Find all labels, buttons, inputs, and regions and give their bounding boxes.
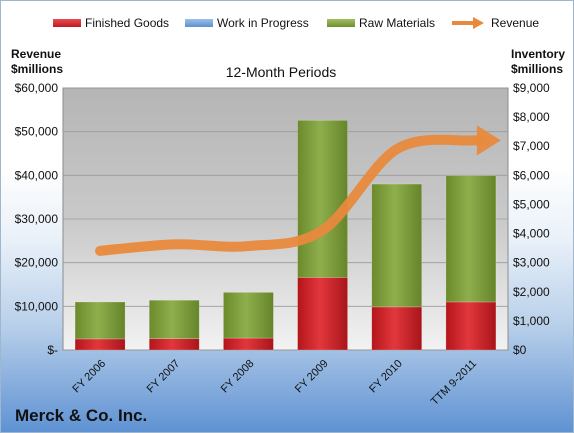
raw-materials-bar <box>74 301 126 340</box>
left-tick-label: $60,000 <box>15 81 59 95</box>
x-tick-label: FY 2006 <box>70 358 108 396</box>
right-axis-title-line1: Inventory <box>511 47 566 61</box>
legend-item-work-in-progress: Work in Progress <box>185 16 309 30</box>
revenue-line <box>95 125 501 256</box>
raw-materials-bar <box>297 120 348 278</box>
finished-goods-bar <box>445 301 497 351</box>
right-tick-label: $9,000 <box>513 81 550 95</box>
bars <box>74 120 497 351</box>
raw-materials-bar <box>223 292 274 339</box>
left-tick-label: $10,000 <box>15 299 59 313</box>
left-tick-label: $50,000 <box>15 125 59 139</box>
x-tick-label: TTM 9-2011 <box>429 358 479 408</box>
finished-goods-bar <box>74 338 126 351</box>
right-tick-label: $0 <box>513 343 527 357</box>
finished-goods-bar <box>297 277 348 351</box>
chart-title: 12-Month Periods <box>225 64 337 80</box>
legend-label-finished-goods: Finished Goods <box>85 16 170 30</box>
right-tick-label: $2,000 <box>513 285 550 299</box>
x-axis-ticks: FY 2006 FY 2007 FY 2008 FY 2009 FY 2010 TTM 9… <box>70 358 479 408</box>
raw-materials-bar <box>371 183 423 308</box>
company-name: Merck & Co. Inc. <box>15 406 148 425</box>
left-tick-label: $40,000 <box>15 168 59 182</box>
left-axis-title: Revenue $millions <box>11 47 63 77</box>
legend-label-revenue: Revenue <box>491 16 540 30</box>
x-tick-label: FY 2008 <box>219 358 257 396</box>
right-tick-label: $1,000 <box>513 314 550 328</box>
raw-materials-bar <box>445 175 497 303</box>
left-tick-label: $20,000 <box>15 256 59 270</box>
legend-item-revenue: Revenue <box>451 16 539 30</box>
legend: Finished Goods Work in Progress Raw Mate… <box>1 16 573 34</box>
finished-goods-bar <box>371 306 423 351</box>
revenue-line-path <box>95 134 484 256</box>
finished-goods-bar <box>223 337 274 351</box>
legend-label-raw-materials: Raw Materials <box>359 16 436 30</box>
right-tick-label: $7,000 <box>513 139 550 153</box>
x-tick-label: FY 2010 <box>367 358 405 396</box>
right-tick-label: $3,000 <box>513 256 550 270</box>
right-axis-title: Inventory $millions <box>511 47 565 77</box>
legend-swatch-raw-materials <box>327 19 355 27</box>
revenue-arrow-head <box>476 125 501 156</box>
left-tick-label: $30,000 <box>15 212 59 226</box>
right-axis-title-line2: $millions <box>511 62 564 76</box>
x-tick-label: FY 2007 <box>145 358 183 396</box>
x-tick-label: FY 2009 <box>293 358 331 396</box>
legend-label-work-in-progress: Work in Progress <box>217 16 309 30</box>
right-tick-label: $8,000 <box>513 110 550 124</box>
gridlines <box>63 87 508 351</box>
raw-materials-bar <box>148 299 200 339</box>
finished-goods-bar <box>148 338 200 351</box>
left-tick-label: $- <box>47 343 58 357</box>
legend-swatch-work-in-progress <box>185 19 213 27</box>
right-axis-ticks: $0 $1,000 $2,000 $3,000 $4,000 $5,000 $6,000 $7… <box>513 81 550 357</box>
left-axis-title-line1: Revenue <box>11 47 62 61</box>
left-axis-title-line2: $millions <box>11 62 64 76</box>
left-axis-ticks: $- $10,000 $20,000 $30,000 $40,000 $50,000 $60… <box>15 81 59 357</box>
legend-item-raw-materials: Raw Materials <box>327 16 435 30</box>
legend-item-finished-goods: Finished Goods <box>53 16 169 30</box>
right-tick-label: $4,000 <box>513 227 550 241</box>
right-tick-label: $5,000 <box>513 197 550 211</box>
legend-swatch-finished-goods <box>53 19 81 27</box>
right-tick-label: $6,000 <box>513 168 550 182</box>
legend-arrow-revenue <box>452 17 484 29</box>
